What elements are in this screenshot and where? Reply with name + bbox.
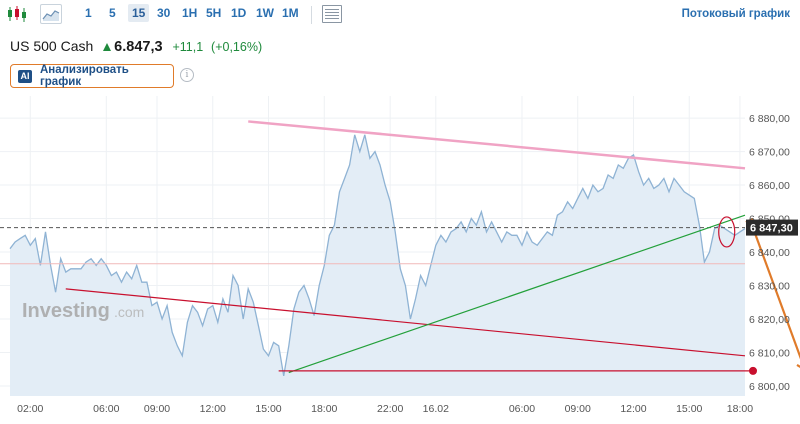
- timeframe-15[interactable]: 15: [128, 4, 150, 22]
- trendline-support-red: [65, 288, 746, 357]
- timeframe-1h[interactable]: 1H: [182, 6, 198, 20]
- last-price: 6.847,3: [114, 39, 163, 55]
- current-price-label: 6 847,30: [750, 223, 793, 235]
- table-icon[interactable]: [322, 5, 342, 23]
- y-tick-label: 6 880,00: [749, 113, 790, 125]
- watermark-suffix: .com: [114, 304, 144, 320]
- highlight-ellipse: [718, 216, 736, 248]
- x-tick-label: 22:00: [377, 403, 403, 415]
- price-line: [9, 134, 746, 377]
- timeframe-5[interactable]: 5: [109, 6, 116, 20]
- analyze-chart-button[interactable]: AI Анализировать график: [10, 64, 174, 88]
- chart-annotations: [0, 120, 800, 375]
- analyze-chart-label: Анализировать график: [39, 64, 129, 88]
- ai-icon: AI: [18, 69, 32, 83]
- toolbar-divider: [311, 6, 312, 24]
- x-tick-label: 06:00: [509, 403, 535, 415]
- x-tick-label: 06:00: [93, 403, 119, 415]
- x-tick-label: 16.02: [423, 403, 449, 415]
- x-tick-label: 12:00: [200, 403, 226, 415]
- x-tick-label: 12:00: [620, 403, 646, 415]
- y-tick-label: 6 800,00: [749, 381, 790, 393]
- chart-canvas[interactable]: 6 800,00 6 810,00 6 820,00 6 830,00 6 840,00…: [0, 96, 800, 419]
- up-arrow-icon: [103, 43, 112, 51]
- arrow-down-line: [751, 227, 800, 360]
- x-tick-label: 02:00: [17, 403, 43, 415]
- x-tick-label: 15:00: [676, 403, 702, 415]
- chart-axes: 6 800,00 6 810,00 6 820,00 6 830,00 6 840,00…: [17, 113, 798, 415]
- timeframe-30[interactable]: 30: [157, 6, 171, 20]
- timeframe-5h[interactable]: 5H: [206, 6, 222, 20]
- instrument-header: US 500 Cash 6.847,3 +11,1 (+0,16%): [10, 38, 262, 55]
- x-tick-label: 09:00: [565, 403, 591, 415]
- x-tick-label: 18:00: [727, 403, 753, 415]
- timeframe-1d[interactable]: 1D: [231, 6, 247, 20]
- timeframe-1m[interactable]: 1M: [282, 6, 299, 20]
- price-change: +11,1: [172, 40, 204, 54]
- y-tick-label: 6 870,00: [749, 147, 790, 159]
- chart-toolbar: 1 5 15 30 1H 5H 1D 1W 1M Потоковый графи…: [0, 0, 800, 30]
- y-tick-label: 6 810,00: [749, 347, 790, 359]
- y-tick-label: 6 820,00: [749, 314, 790, 326]
- alert-marker: [749, 366, 757, 375]
- arrow-down-head: [796, 363, 800, 369]
- price-area-fill: [10, 134, 745, 397]
- watermark-logo: Investing: [22, 300, 110, 322]
- timeframe-1w[interactable]: 1W: [256, 6, 274, 20]
- timeframe-1[interactable]: 1: [85, 6, 92, 20]
- x-tick-label: 15:00: [255, 403, 281, 415]
- trendline-rising-green: [288, 214, 746, 374]
- info-icon[interactable]: i: [180, 68, 194, 82]
- price-change-percent: (+0,16%): [211, 40, 263, 54]
- streaming-chart-link[interactable]: Потоковый график: [681, 8, 790, 20]
- price-area: [9, 134, 746, 397]
- trendline-resistance: [248, 120, 746, 170]
- y-tick-label: 6 860,00: [749, 180, 790, 192]
- instrument-name: US 500 Cash: [10, 38, 94, 54]
- y-tick-label: 6 830,00: [749, 281, 790, 293]
- y-tick-label: 6 840,00: [749, 247, 790, 259]
- x-tick-label: 18:00: [311, 403, 337, 415]
- line-chart-icon[interactable]: [40, 4, 62, 24]
- x-tick-label: 09:00: [144, 403, 170, 415]
- price-chart[interactable]: 6 800,00 6 810,00 6 820,00 6 830,00 6 840,00…: [0, 96, 800, 419]
- current-price-tag: [746, 219, 798, 236]
- candlestick-icon[interactable]: [6, 4, 28, 24]
